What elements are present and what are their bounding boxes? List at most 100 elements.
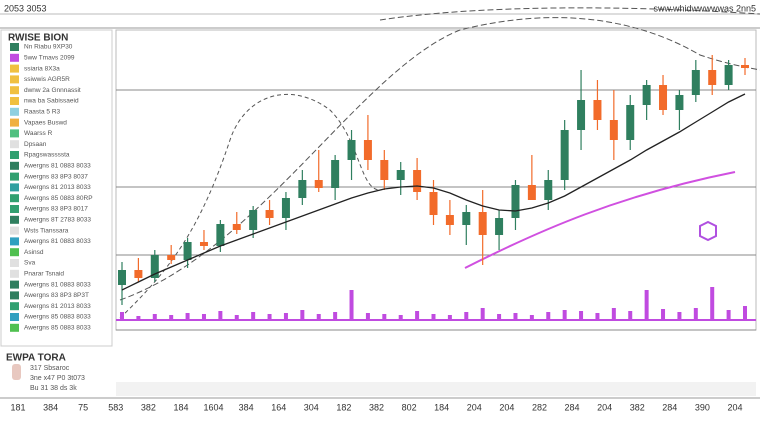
x-tick-label: 204	[597, 402, 612, 412]
row-icon	[10, 107, 19, 116]
x-tick-label: 382	[630, 402, 645, 412]
x-tick-label: 384	[43, 402, 58, 412]
forecast-curve	[379, 7, 760, 21]
indicator-line	[464, 171, 736, 269]
x-tick-label: 583	[108, 402, 123, 412]
volume-bar	[661, 309, 666, 320]
candle-body	[544, 180, 553, 200]
candle-body	[413, 170, 422, 192]
footer-row: 317 Sbsaroc	[30, 365, 70, 372]
x-tick-label: 390	[695, 402, 710, 412]
indicator-icon[interactable]	[699, 220, 717, 242]
volume-bar	[546, 312, 551, 320]
candle-body	[167, 255, 176, 260]
row-label: Dpsaan	[24, 141, 47, 148]
volume-bar	[136, 316, 141, 320]
candle-body	[216, 224, 225, 246]
candle-body	[183, 242, 192, 260]
row-label: Awergns 85 0883 8033	[24, 325, 91, 332]
header-right: sww.whidwwwwwas 2nn5	[653, 3, 756, 13]
candle-body	[232, 224, 241, 230]
row-icon	[10, 302, 19, 311]
row-icon	[10, 269, 19, 278]
candle-body	[511, 185, 520, 218]
row-label: Raasta 5 R3	[24, 109, 61, 116]
candle-body	[363, 140, 372, 160]
row-icon	[10, 226, 19, 235]
x-tick-label: 184	[173, 402, 188, 412]
x-tick-label: 384	[239, 402, 254, 412]
row-icon	[10, 259, 19, 267]
x-tick-label: 75	[78, 402, 88, 412]
row-icon	[10, 205, 19, 213]
time-scrollbar	[116, 382, 756, 396]
volume-bar	[283, 313, 288, 320]
candle-body	[577, 100, 586, 130]
row-label: Awergns 83 8P3 8037	[24, 173, 88, 180]
volume-bar	[316, 314, 321, 320]
candle-body	[724, 65, 733, 85]
row-label: Awergns 83 8P3 8P3T	[24, 292, 89, 299]
candle-body	[314, 180, 323, 188]
volume-bar	[513, 313, 518, 320]
row-icon	[10, 313, 19, 321]
volume-bar	[464, 312, 469, 320]
candle-body	[331, 160, 340, 188]
volume-bar	[234, 315, 239, 320]
sidebar-title: RWISE BION	[8, 33, 68, 44]
volume-bar	[201, 314, 206, 320]
candle-body	[249, 210, 258, 230]
candle-body	[495, 218, 504, 235]
x-tick-label: 184	[434, 402, 449, 412]
row-icon	[10, 151, 19, 159]
volume-bar	[169, 315, 174, 320]
volume-bar	[120, 312, 124, 320]
x-tick-label: 802	[402, 402, 417, 412]
row-label: Wsts Tianssara	[24, 227, 69, 234]
row-icon	[10, 248, 19, 257]
candle-body	[396, 170, 405, 180]
row-icon	[10, 53, 19, 62]
volume-bar	[431, 314, 436, 320]
candle-body	[298, 180, 307, 198]
candle-body	[675, 95, 684, 110]
header-left: 2053 3053	[4, 3, 47, 13]
candle-body	[134, 270, 143, 278]
x-tick-label: 382	[141, 402, 156, 412]
row-label: 5ww Tmavs 2099	[24, 55, 75, 62]
candle-body	[609, 120, 618, 140]
row-icon	[10, 291, 19, 300]
candle-body	[281, 198, 290, 218]
candle-body	[199, 242, 208, 246]
volume-bar	[218, 311, 223, 320]
candle-body	[347, 140, 356, 160]
row-label: Awergns 81 0883 8033	[24, 163, 91, 170]
x-tick-label: 284	[565, 402, 580, 412]
volume-bar	[611, 308, 616, 320]
row-label: Sva	[24, 260, 36, 267]
row-icon	[10, 75, 19, 84]
candle-body	[741, 65, 749, 68]
volume-bar	[300, 310, 305, 320]
volume-bar	[628, 311, 633, 320]
volume-bar	[251, 312, 256, 320]
moving-average	[121, 93, 746, 291]
volume-bar	[398, 315, 403, 320]
row-icon	[10, 194, 19, 203]
volume-bar	[415, 311, 420, 320]
volume-bar	[693, 308, 698, 320]
volume-bar	[562, 310, 567, 320]
x-tick-label: 182	[336, 402, 351, 412]
row-icon	[10, 140, 19, 149]
row-label: Nn Riabu 9XP30	[24, 44, 73, 51]
x-tick-label: 204	[467, 402, 482, 412]
candle-body	[380, 160, 389, 180]
row-label: Awergns 81 2013 8033	[24, 303, 91, 310]
volume-bar	[710, 287, 715, 320]
candle-body	[659, 85, 668, 110]
candle-body	[429, 192, 438, 215]
sidebar-frame	[0, 29, 113, 347]
